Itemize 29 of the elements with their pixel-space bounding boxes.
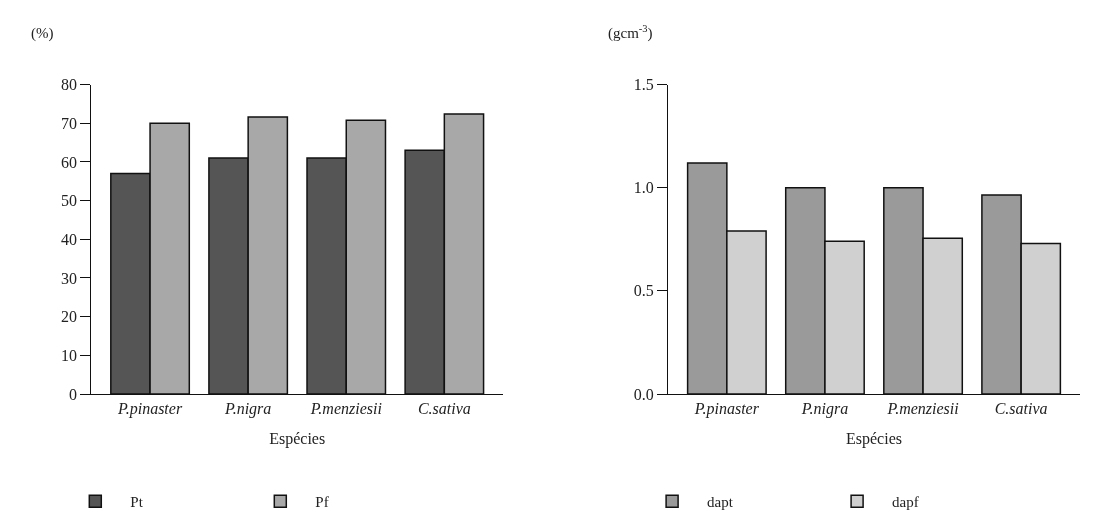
x-tick-label: C.sativa (417, 400, 471, 418)
y-tick-label: 1.0 (633, 179, 654, 197)
y-tick-label: 0 (69, 385, 77, 403)
x-axis-title: Espécies (846, 429, 902, 448)
y-tick-label: 1.5 (633, 76, 654, 94)
y-tick-label: 80 (61, 76, 77, 94)
y-tick-label: 0.0 (633, 385, 654, 403)
legend-label: dapt (707, 494, 734, 511)
y-axis-title: (gcm$^{-3}$) (608, 23, 653, 43)
x-tick-label: P.pinaster (693, 400, 760, 419)
y-tick-label: 50 (61, 192, 77, 210)
x-tick-label: P.menziesii (309, 400, 382, 418)
y-tick-label: 0.5 (633, 282, 654, 300)
x-tick-label: P.nigra (223, 400, 272, 419)
y-tick-label: 10 (61, 346, 77, 364)
x-tick-label: P.menziesii (886, 400, 959, 418)
y-tick-label: 40 (61, 230, 77, 248)
legend-label: Pt (130, 494, 144, 511)
y-tick-label: 60 (61, 153, 77, 171)
y-axis-title: (%) (31, 25, 54, 42)
y-tick-label: 70 (61, 114, 77, 132)
x-tick-label: C.sativa (994, 400, 1048, 418)
x-tick-label: P.pinaster (116, 400, 183, 419)
x-tick-label: P.nigra (800, 400, 849, 419)
x-axis-title: Espécies (269, 429, 326, 448)
y-tick-label: 20 (61, 308, 77, 326)
legend-label: dapf (892, 494, 919, 511)
y-tick-label: 30 (61, 269, 77, 287)
legend-label: Pf (315, 494, 329, 511)
